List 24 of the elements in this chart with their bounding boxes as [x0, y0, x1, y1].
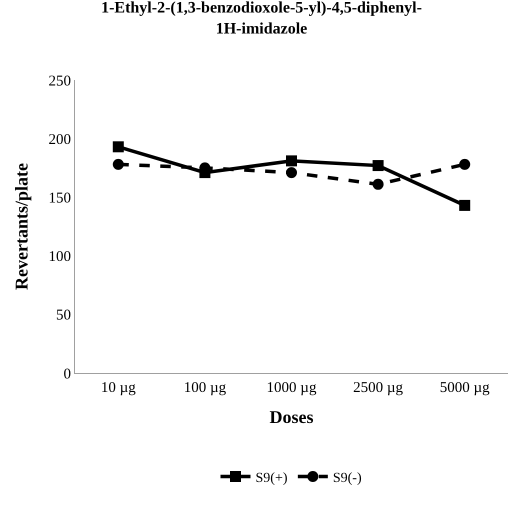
- y-axis-title: Revertants/plate: [12, 163, 32, 290]
- point: [459, 158, 470, 170]
- point: [112, 158, 124, 170]
- point: [372, 160, 384, 172]
- y-tick-label: 0: [64, 366, 71, 382]
- y-tick-label: 150: [48, 190, 71, 206]
- x-tick-label: 100 µg: [184, 380, 227, 396]
- legend-label: S9(-): [332, 470, 362, 486]
- point: [286, 167, 297, 178]
- x-tick-label: 2500 µg: [353, 380, 404, 396]
- y-tick-label: 50: [56, 308, 71, 324]
- x-tick-label: 5000 µg: [440, 380, 490, 396]
- x-tick-label: 1000 µg: [266, 380, 317, 396]
- point: [112, 141, 124, 152]
- y-tick-label: 250: [48, 73, 71, 90]
- point: [372, 178, 384, 190]
- y-tick-label: 100: [48, 249, 71, 266]
- legend-label: S9(+): [256, 470, 288, 486]
- y-tick-label: 200: [48, 132, 71, 148]
- x-axis-title: Doses: [270, 407, 314, 428]
- point: [459, 200, 470, 211]
- chart-title: 1-Ethyl-2-(1,3-benzodioxole-5-yl)-4,5-diphenyl-1H-imidazole: [101, 0, 422, 38]
- x-tick-label: 10 µg: [100, 380, 136, 396]
- point: [286, 155, 297, 166]
